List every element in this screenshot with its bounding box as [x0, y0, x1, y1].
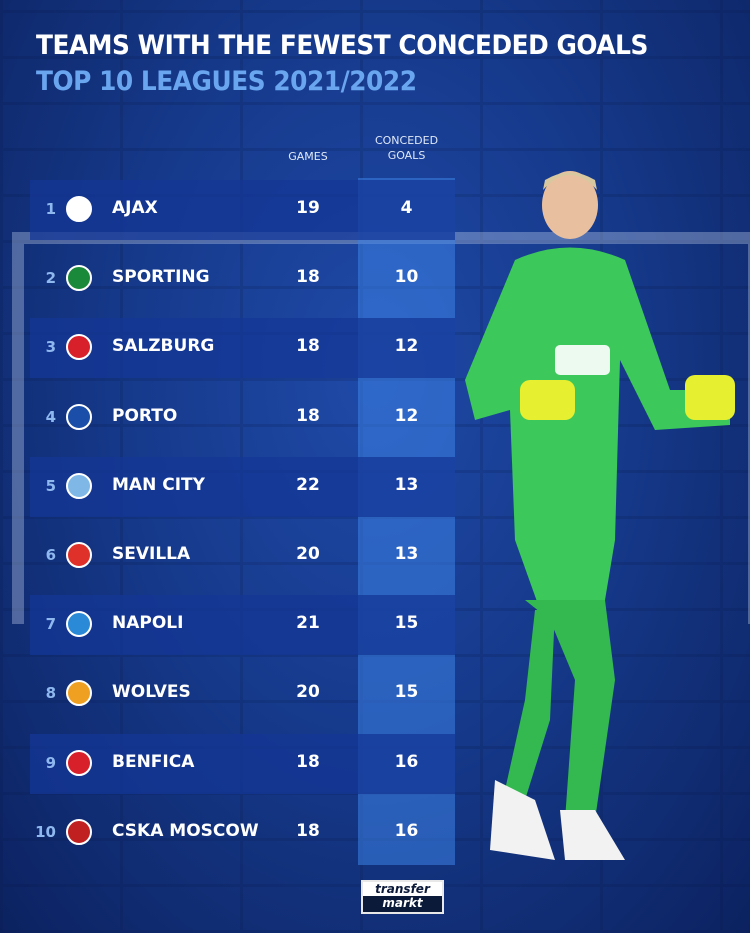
games-value: 22	[296, 474, 320, 495]
team-crest-icon	[66, 196, 92, 222]
header-conceded: CONCEDED GOALS	[358, 133, 455, 163]
header-games: GAMES	[288, 150, 328, 163]
team-name: SEVILLA	[112, 544, 191, 564]
team-name: MAN CITY	[112, 474, 205, 495]
games-value: 18	[296, 267, 320, 288]
team-name: SPORTING	[112, 267, 210, 288]
conceded-goals-value: 16	[394, 820, 419, 841]
team-crest-icon	[66, 680, 92, 707]
conceded-goals-value: 15	[394, 682, 419, 703]
team-name: WOLVES	[112, 682, 191, 703]
logo-line1: transfer	[363, 882, 442, 896]
games-value: 18	[296, 820, 320, 841]
rank: 2	[45, 269, 56, 288]
conceded-goals-value: 10	[394, 267, 419, 288]
games-value: 21	[296, 613, 320, 634]
team-name: SALZBURG	[112, 336, 215, 357]
conceded-goals-value: 13	[394, 544, 419, 564]
conceded-goals-value: 12	[394, 336, 419, 357]
conceded-goals-value: 12	[394, 405, 419, 426]
team-name: BENFICA	[112, 751, 195, 772]
table-row: 2 SPORTING 18 10	[30, 249, 455, 309]
conceded-goals-value: 15	[394, 613, 419, 634]
games-value: 18	[296, 336, 320, 357]
header-conceded-line2: GOALS	[387, 149, 426, 162]
page-subtitle: TOP 10 LEAGUES 2021/2022	[36, 66, 417, 97]
conceded-goals-value: 13	[394, 474, 419, 495]
rank: 1	[45, 200, 56, 218]
rank: 8	[45, 684, 56, 703]
rank: 5	[45, 476, 56, 495]
table-row: 7 NAPOLI 21 15	[30, 595, 455, 656]
table-row: 9 BENFICA 18 16	[30, 733, 455, 794]
header-conceded-line1: CONCEDED	[374, 134, 439, 147]
team-crest-icon	[66, 542, 92, 568]
team-name: NAPOLI	[112, 613, 184, 634]
rank: 7	[45, 615, 56, 634]
rank: 10	[35, 822, 56, 841]
rank: 9	[45, 753, 56, 772]
goalkeeper-photo	[465, 171, 735, 860]
team-crest-icon	[66, 334, 92, 361]
games-value: 18	[296, 405, 320, 426]
table-row: 6 SEVILLA 20 13	[30, 526, 455, 586]
team-crest-icon	[66, 403, 92, 430]
conceded-goals-value: 16	[394, 751, 419, 772]
table-row: 1 AJAX 19 4	[30, 180, 455, 240]
games-value: 20	[296, 682, 320, 703]
table-row: 3 SALZBURG 18 12	[30, 318, 455, 379]
table-row: 4 PORTO 18 12	[30, 388, 455, 448]
rank: 6	[45, 546, 56, 564]
table-row: 10 CSKA MOSCOW 18 16	[30, 803, 455, 863]
table-row: 8 WOLVES 20 15	[30, 664, 455, 724]
team-crest-icon	[66, 265, 92, 292]
games-value: 18	[296, 751, 320, 772]
logo-line2: markt	[382, 896, 423, 910]
table-row: 5 MAN CITY 22 13	[30, 456, 455, 517]
team-name: PORTO	[112, 405, 178, 426]
transfermarkt-logo: transfer markt	[361, 880, 444, 914]
games-value: 20	[296, 544, 320, 564]
team-crest-icon	[66, 749, 92, 776]
team-crest-icon	[66, 818, 92, 845]
team-crest-icon	[66, 472, 92, 499]
team-crest-icon	[66, 611, 92, 638]
team-name: CSKA MOSCOW	[112, 820, 259, 841]
games-value: 19	[296, 198, 320, 218]
team-name: AJAX	[112, 198, 158, 218]
rank: 3	[45, 338, 56, 357]
page-title: TEAMS WITH THE FEWEST CONCEDED GOALS	[36, 30, 648, 61]
rank: 4	[45, 407, 56, 426]
conceded-goals-value: 4	[400, 198, 413, 218]
